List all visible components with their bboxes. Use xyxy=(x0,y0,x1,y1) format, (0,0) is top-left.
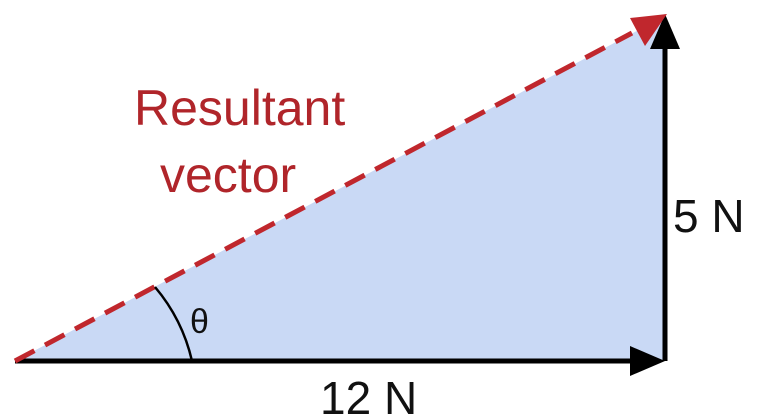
resultant-label-line1: Resultant xyxy=(134,80,345,136)
angle-arc xyxy=(154,286,194,362)
resultant-label-line2: vector xyxy=(160,147,296,203)
vertical-vector-arrowhead xyxy=(650,14,680,49)
vertical-vector-label: 5 N xyxy=(673,190,745,242)
angle-label: θ xyxy=(190,303,209,341)
resultant-vector-arrowhead xyxy=(630,14,667,46)
horizontal-vector-label: 12 N xyxy=(320,372,417,420)
horizontal-vector-arrowhead xyxy=(630,346,665,376)
resultant-vector-line xyxy=(13,30,634,364)
